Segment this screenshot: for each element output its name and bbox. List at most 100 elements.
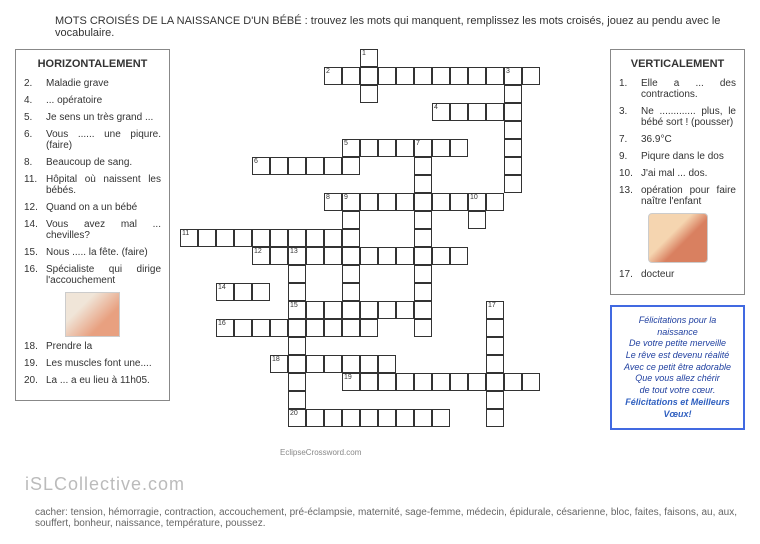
crossword-cell[interactable] bbox=[342, 211, 360, 229]
crossword-cell[interactable] bbox=[486, 103, 504, 121]
crossword-cell[interactable] bbox=[288, 157, 306, 175]
crossword-cell[interactable]: 3 bbox=[504, 67, 522, 85]
crossword-cell[interactable]: 4 bbox=[432, 103, 450, 121]
crossword-cell[interactable] bbox=[486, 391, 504, 409]
crossword-cell[interactable] bbox=[414, 409, 432, 427]
crossword-cell[interactable] bbox=[486, 319, 504, 337]
crossword-cell[interactable] bbox=[504, 103, 522, 121]
crossword-cell[interactable] bbox=[522, 67, 540, 85]
crossword-cell[interactable] bbox=[360, 193, 378, 211]
crossword-cell[interactable] bbox=[342, 67, 360, 85]
crossword-cell[interactable]: 7 bbox=[414, 139, 432, 157]
crossword-cell[interactable] bbox=[450, 193, 468, 211]
crossword-cell[interactable] bbox=[504, 85, 522, 103]
crossword-cell[interactable] bbox=[414, 247, 432, 265]
crossword-cell[interactable]: 12 bbox=[252, 247, 270, 265]
crossword-cell[interactable] bbox=[270, 247, 288, 265]
crossword-cell[interactable] bbox=[306, 409, 324, 427]
crossword-cell[interactable] bbox=[288, 391, 306, 409]
crossword-cell[interactable] bbox=[324, 301, 342, 319]
crossword-cell[interactable] bbox=[414, 283, 432, 301]
crossword-cell[interactable] bbox=[324, 319, 342, 337]
crossword-cell[interactable] bbox=[234, 229, 252, 247]
crossword-cell[interactable] bbox=[414, 373, 432, 391]
crossword-cell[interactable] bbox=[288, 337, 306, 355]
crossword-cell[interactable] bbox=[342, 355, 360, 373]
crossword-cell[interactable] bbox=[468, 373, 486, 391]
crossword-cell[interactable] bbox=[486, 67, 504, 85]
crossword-cell[interactable] bbox=[270, 319, 288, 337]
crossword-cell[interactable] bbox=[342, 409, 360, 427]
crossword-cell[interactable] bbox=[378, 373, 396, 391]
crossword-cell[interactable] bbox=[414, 193, 432, 211]
crossword-cell[interactable] bbox=[414, 265, 432, 283]
crossword-cell[interactable]: 11 bbox=[180, 229, 198, 247]
crossword-cell[interactable] bbox=[468, 103, 486, 121]
crossword-cell[interactable] bbox=[414, 319, 432, 337]
crossword-cell[interactable] bbox=[234, 319, 252, 337]
crossword-cell[interactable] bbox=[378, 193, 396, 211]
crossword-cell[interactable] bbox=[324, 229, 342, 247]
crossword-cell[interactable] bbox=[288, 319, 306, 337]
crossword-cell[interactable] bbox=[288, 265, 306, 283]
crossword-cell[interactable]: 14 bbox=[216, 283, 234, 301]
crossword-cell[interactable] bbox=[306, 247, 324, 265]
crossword-cell[interactable] bbox=[450, 67, 468, 85]
crossword-cell[interactable] bbox=[306, 229, 324, 247]
crossword-cell[interactable] bbox=[306, 157, 324, 175]
crossword-cell[interactable] bbox=[486, 355, 504, 373]
crossword-cell[interactable] bbox=[234, 283, 252, 301]
crossword-cell[interactable] bbox=[252, 229, 270, 247]
crossword-cell[interactable] bbox=[360, 355, 378, 373]
crossword-cell[interactable] bbox=[468, 211, 486, 229]
crossword-cell[interactable]: 13 bbox=[288, 247, 306, 265]
crossword-cell[interactable] bbox=[270, 157, 288, 175]
crossword-cell[interactable] bbox=[342, 229, 360, 247]
crossword-cell[interactable] bbox=[396, 409, 414, 427]
crossword-cell[interactable] bbox=[414, 157, 432, 175]
crossword-cell[interactable]: 17 bbox=[486, 301, 504, 319]
crossword-cell[interactable] bbox=[378, 139, 396, 157]
crossword-cell[interactable] bbox=[522, 373, 540, 391]
crossword-cell[interactable] bbox=[432, 373, 450, 391]
crossword-cell[interactable] bbox=[360, 139, 378, 157]
crossword-cell[interactable] bbox=[360, 319, 378, 337]
crossword-cell[interactable] bbox=[324, 409, 342, 427]
crossword-cell[interactable] bbox=[198, 229, 216, 247]
crossword-cell[interactable] bbox=[378, 67, 396, 85]
crossword-cell[interactable] bbox=[324, 247, 342, 265]
crossword-cell[interactable] bbox=[396, 373, 414, 391]
crossword-cell[interactable] bbox=[468, 67, 486, 85]
crossword-cell[interactable] bbox=[504, 373, 522, 391]
crossword-cell[interactable]: 15 bbox=[288, 301, 306, 319]
crossword-cell[interactable] bbox=[342, 157, 360, 175]
crossword-cell[interactable] bbox=[378, 301, 396, 319]
crossword-cell[interactable]: 20 bbox=[288, 409, 306, 427]
crossword-cell[interactable] bbox=[432, 409, 450, 427]
crossword-cell[interactable] bbox=[396, 247, 414, 265]
crossword-cell[interactable]: 19 bbox=[342, 373, 360, 391]
crossword-cell[interactable] bbox=[432, 139, 450, 157]
crossword-cell[interactable] bbox=[288, 373, 306, 391]
crossword-cell[interactable] bbox=[504, 175, 522, 193]
crossword-cell[interactable] bbox=[288, 283, 306, 301]
crossword-cell[interactable] bbox=[396, 301, 414, 319]
crossword-cell[interactable] bbox=[504, 157, 522, 175]
crossword-cell[interactable] bbox=[360, 247, 378, 265]
crossword-cell[interactable] bbox=[324, 157, 342, 175]
crossword-cell[interactable]: 2 bbox=[324, 67, 342, 85]
crossword-cell[interactable] bbox=[432, 67, 450, 85]
crossword-cell[interactable]: 8 bbox=[324, 193, 342, 211]
crossword-cell[interactable] bbox=[432, 247, 450, 265]
crossword-cell[interactable] bbox=[504, 121, 522, 139]
crossword-cell[interactable] bbox=[486, 373, 504, 391]
crossword-cell[interactable]: 18 bbox=[270, 355, 288, 373]
crossword-cell[interactable]: 16 bbox=[216, 319, 234, 337]
crossword-cell[interactable] bbox=[396, 193, 414, 211]
crossword-cell[interactable] bbox=[414, 175, 432, 193]
crossword-cell[interactable] bbox=[306, 355, 324, 373]
crossword-cell[interactable]: 10 bbox=[468, 193, 486, 211]
crossword-cell[interactable] bbox=[486, 337, 504, 355]
crossword-cell[interactable] bbox=[360, 67, 378, 85]
crossword-cell[interactable] bbox=[288, 355, 306, 373]
